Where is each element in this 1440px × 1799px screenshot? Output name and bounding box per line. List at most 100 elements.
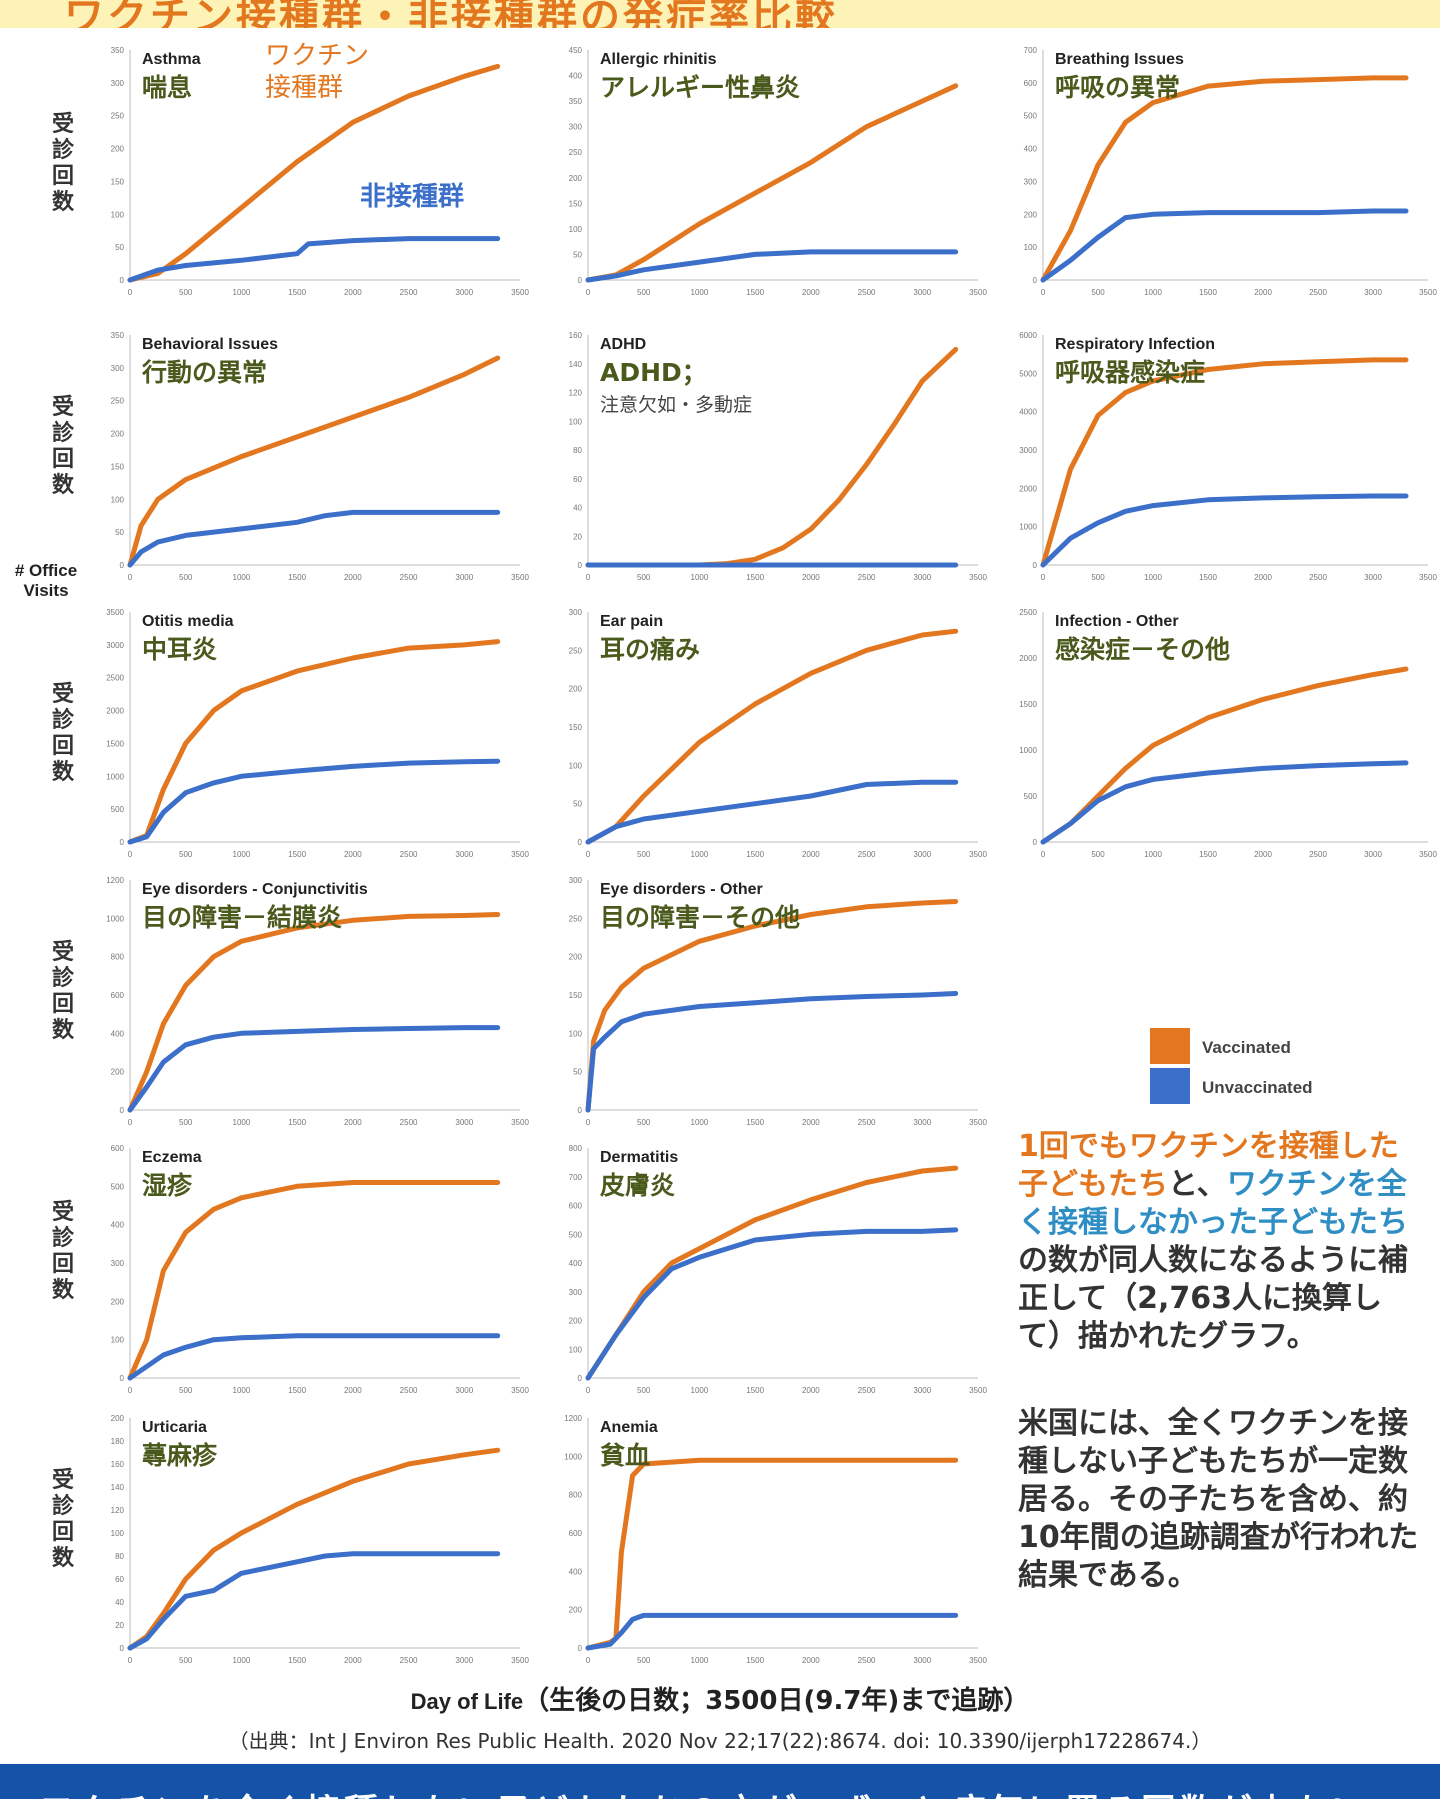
y-tick-label: 500 <box>1024 792 1038 801</box>
y-tick-label: 400 <box>111 1221 125 1230</box>
y-tick-label: 1000 <box>106 914 124 923</box>
y-tick-label: 800 <box>569 1144 583 1153</box>
x-tick-label: 2000 <box>802 850 820 859</box>
chart-title: Otitis media <box>142 613 234 630</box>
y-tick-label: 800 <box>569 1491 583 1500</box>
chart-title-jp: 行動の異常 <box>141 358 267 387</box>
y-tick-label: 400 <box>1024 145 1038 154</box>
series-line-vaccinated <box>585 628 959 845</box>
x-tick-label: 1500 <box>746 850 764 859</box>
x-tick-label: 0 <box>128 1386 133 1395</box>
chart-title-jp: アレルギー性鼻炎 <box>600 73 800 102</box>
chart-panel: 0 200 400 600 800 1000 1200 0 500 1000 1500 2000 250… <box>564 1414 987 1665</box>
x-tick-label: 2000 <box>802 1386 820 1395</box>
chart-title-jp: 感染症－その他 <box>1055 635 1230 664</box>
x-tick-label: 2000 <box>802 288 820 297</box>
y-tick-label: 250 <box>111 397 125 406</box>
series-line-vaccinated <box>127 1180 501 1381</box>
y-tick-label: 300 <box>111 364 125 373</box>
x-tick-label: 1500 <box>288 288 306 297</box>
series-line-unvaccinated <box>127 509 501 568</box>
chart-panel: 0 20 40 60 80 100 120 140 160 0 500 1000 1500 2000 250… <box>569 331 988 582</box>
x-tick-label: 0 <box>128 573 133 582</box>
y-tick-label: 0 <box>120 276 125 285</box>
y-tick-label: 100 <box>569 417 583 426</box>
y-tick-label: 100 <box>111 210 125 219</box>
y-tick-label: 700 <box>1024 46 1038 55</box>
series-line-vaccinated <box>127 355 501 568</box>
y-tick-label: 1000 <box>1019 746 1037 755</box>
x-tick-label: 2000 <box>344 573 362 582</box>
chart-panel: 0 50 100 150 200 250 300 350 0 500 1000 1500 2000 250… <box>111 331 530 582</box>
x-tick-label: 2000 <box>802 1656 820 1665</box>
y-tick-label: 300 <box>569 1288 583 1297</box>
x-tick-label: 1000 <box>233 850 251 859</box>
x-tick-label: 3500 <box>511 1118 529 1127</box>
x-tick-label: 500 <box>1091 573 1105 582</box>
note-study: 米国には、全くワクチンを接種しない子どもたちが一定数居る。その子たちを含め、約1… <box>1018 1406 1419 1593</box>
y-tick-label: 350 <box>111 331 125 340</box>
y-tick-label: 100 <box>569 1029 583 1038</box>
y-tick-label: 250 <box>569 646 583 655</box>
y-tick-label: 500 <box>1024 112 1038 121</box>
y-tick-label: 50 <box>573 800 582 809</box>
chart-svg: 0 500 1000 1500 2000 2500 3000 3500 0 500 1000 1500… <box>106 608 529 859</box>
y-tick-label: 100 <box>569 761 583 770</box>
y-tick-label: 200 <box>1024 210 1038 219</box>
y-axis-label-jp: 受診回数 <box>51 682 74 785</box>
y-tick-label: 350 <box>569 97 583 106</box>
x-tick-label: 3000 <box>455 1386 473 1395</box>
y-tick-label: 140 <box>111 1483 125 1492</box>
chart-svg: 0 500 1000 1500 2000 2500 0 500 1000 1500 2000 2500… <box>1019 608 1437 859</box>
x-tick-label: 2000 <box>344 1656 362 1665</box>
x-tick-label: 2000 <box>1254 288 1272 297</box>
x-tick-label: 500 <box>179 1118 193 1127</box>
y-tick-label: 0 <box>578 1374 583 1383</box>
x-tick-label: 500 <box>637 573 651 582</box>
legend-label-unvaccinated: Unvaccinated <box>1202 1078 1313 1097</box>
chart-svg: 0 20 40 60 80 100 120 140 160 0 500 1000 1500 2000 250… <box>569 331 988 582</box>
x-tick-label: 2500 <box>858 573 876 582</box>
x-tick-label: 0 <box>128 850 133 859</box>
x-tick-label: 0 <box>1041 573 1046 582</box>
x-tick-label: 1000 <box>1144 288 1162 297</box>
series-line-unvaccinated <box>127 758 501 845</box>
x-tick-label: 2000 <box>1254 850 1272 859</box>
chart-title-jp: 目の障害－その他 <box>600 903 800 932</box>
chart-title: Eczema <box>142 1149 202 1166</box>
x-tick-label: 3500 <box>1419 850 1437 859</box>
y-tick-label: 3500 <box>106 608 124 617</box>
y-tick-label: 600 <box>569 1202 583 1211</box>
x-tick-label: 2000 <box>344 850 362 859</box>
chart-svg: 0 100 200 300 400 500 600 0 500 1000 1500 2000 2500 3… <box>111 1144 530 1395</box>
x-tick-label: 2500 <box>858 288 876 297</box>
y-tick-label: 450 <box>569 46 583 55</box>
y-tick-label: 300 <box>569 123 583 132</box>
chart-panel: 0 500 1000 1500 2000 2500 3000 3500 0 500 1000 1500… <box>106 608 529 859</box>
chart-title: Eye disorders - Other <box>600 881 763 898</box>
y-tick-label: 1200 <box>106 876 124 885</box>
y-tick-label: 20 <box>573 532 582 541</box>
x-tick-label: 500 <box>1091 288 1105 297</box>
y-tick-label: 50 <box>573 250 582 259</box>
x-tick-label: 2500 <box>1309 288 1327 297</box>
annotation-unvaccinated: 非接種群 <box>360 182 464 212</box>
x-tick-label: 1000 <box>1144 573 1162 582</box>
y-tick-label: 200 <box>111 1297 125 1306</box>
y-axis-label-en: # Office Visits <box>14 561 78 600</box>
chart-panel: 0 200 400 600 800 1000 1200 0 500 1000 1500 2000 250… <box>106 876 529 1127</box>
y-tick-label: 100 <box>569 1345 583 1354</box>
y-tick-label: 200 <box>569 174 583 183</box>
x-tick-label: 3000 <box>913 850 931 859</box>
chart-svg: 0 1000 2000 3000 4000 5000 6000 0 500 1000 1500 200… <box>1019 331 1437 582</box>
x-tick-label: 3500 <box>511 1386 529 1395</box>
x-tick-label: 3000 <box>913 1386 931 1395</box>
chart-svg: 0 100 200 300 400 500 600 700 800 0 500 1000 1500 200… <box>569 1144 988 1395</box>
y-tick-label: 1200 <box>564 1414 582 1423</box>
y-tick-label: 50 <box>573 1068 582 1077</box>
y-tick-label: 40 <box>115 1598 124 1607</box>
chart-panel: 0 50 100 150 200 250 300 350 400 450 0 500 1000 1500 2… <box>569 46 988 297</box>
x-tick-label: 3500 <box>969 288 987 297</box>
